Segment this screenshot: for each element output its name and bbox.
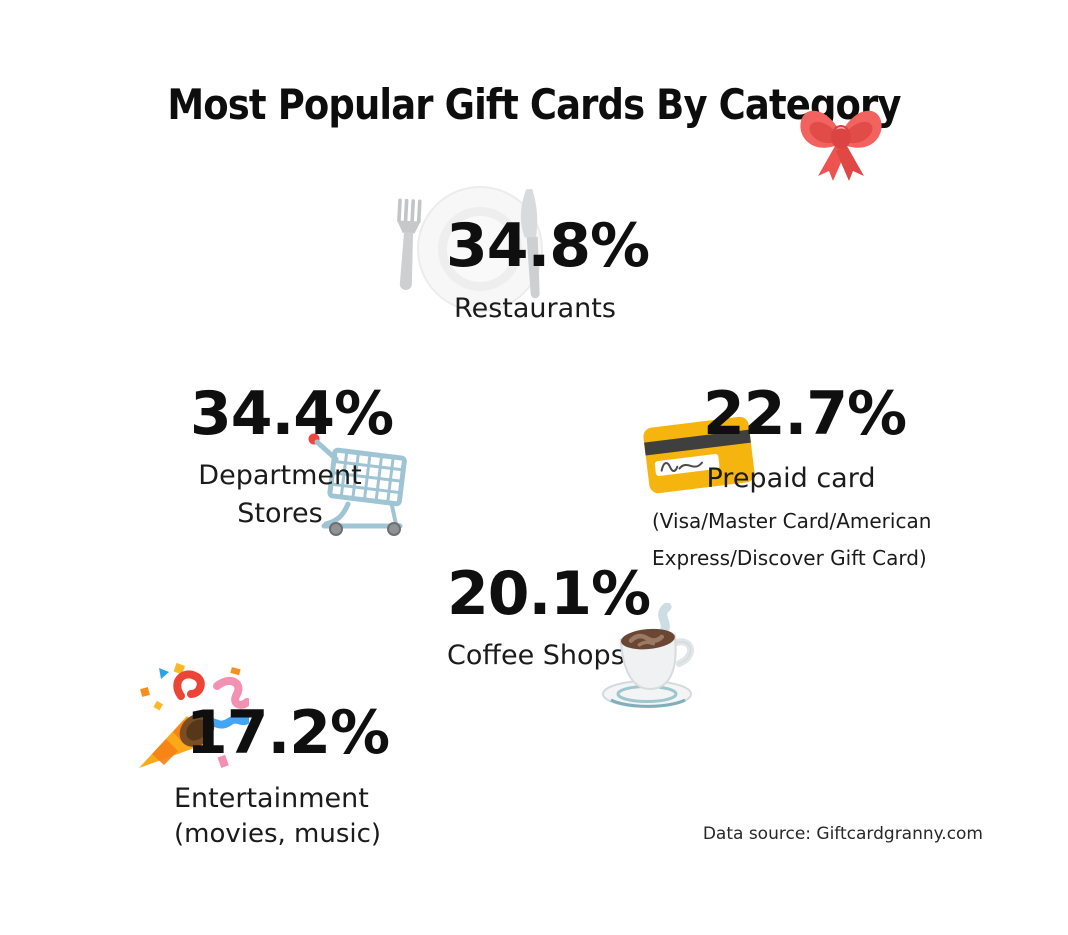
- department-stores-label: Department Stores: [198, 460, 362, 529]
- coffee-shops-value: 20.1%: [447, 559, 651, 629]
- coffee-cup-icon: [597, 603, 701, 711]
- fork-knife-plate-icon: [388, 183, 568, 323]
- entertainment-sublabel: (movies, music): [174, 819, 382, 849]
- prepaid-card-value: 22.7%: [703, 379, 907, 449]
- prepaid-card-label: Prepaid card: [706, 463, 876, 494]
- restaurants-value: 34.8%: [446, 211, 650, 281]
- shopping-cart-icon: [306, 430, 408, 536]
- entertainment-label: Entertainment: [174, 783, 369, 814]
- coffee-shops-label: Coffee Shops: [447, 640, 625, 671]
- page-title: Most Popular Gift Cards By Category: [167, 80, 901, 129]
- data-source-note: Data source: Giftcardgranny.com: [702, 824, 983, 844]
- party-popper-icon: [131, 662, 249, 776]
- credit-card-icon: [640, 412, 758, 498]
- restaurants-label: Restaurants: [454, 293, 616, 324]
- entertainment-value: 17.2%: [186, 698, 390, 768]
- prepaid-card-sublabel: (Visa/Master Card/American Express/Disco…: [652, 509, 932, 570]
- ribbon-bow-icon: [795, 92, 887, 184]
- department-stores-value: 34.4%: [190, 379, 394, 449]
